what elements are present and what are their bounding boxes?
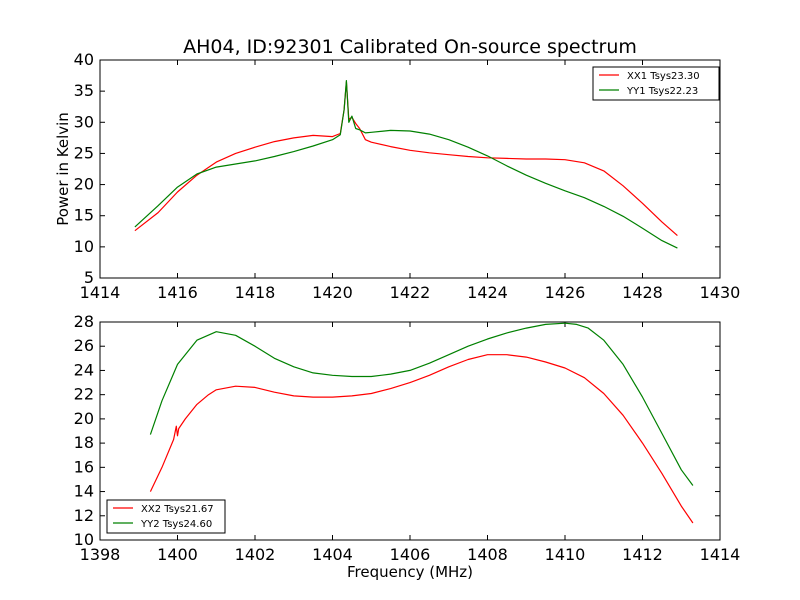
y-tick-label: 25 [74,143,94,162]
x-axis-label: Frequency (MHz) [347,563,473,581]
legend-label: YY1 Tsys22.23 [626,86,698,97]
y-tick-label: 12 [74,506,94,525]
legend-label: XX2 Tsys21.67 [141,504,214,515]
top-panel: 1414 1416 1418 1420 1422 1424 1426 1428 1430 5 10 1… [74,50,741,302]
series-line-1-2 [134,79,678,249]
y-tick-label: 20 [74,175,94,194]
x-tick-label: 1404 [312,545,353,564]
x-tick-label: 1408 [467,545,508,564]
x-tick-label: 1426 [545,283,586,302]
legend: XX2 Tsys21.67 YY2 Tsys24.60 [106,499,226,534]
x-tick-label: 1414 [700,545,741,564]
legend-box [592,66,720,101]
bottom-panel: 1398 1400 1402 1404 1406 1408 1410 1412 1414 10 12… [74,312,741,564]
y-tick-label: 15 [74,206,94,225]
y-tick-label: 22 [74,385,94,404]
x-tick-label: 1414 [80,283,121,302]
y-tick-label: 10 [74,530,94,549]
legend: XX1 Tsys23.30 YY1 Tsys22.23 [592,66,720,101]
x-tick-label: 1412 [622,545,663,564]
x-tick-label: 1428 [622,283,663,302]
y-tick-label: 5 [84,268,94,287]
y-tick-label: 35 [74,81,94,100]
x-tick-label: 1422 [390,283,431,302]
x-tick-label: 1424 [467,283,508,302]
series-line-1-1 [134,81,678,237]
y-tick-label: 14 [74,482,94,501]
y-tick-label: 26 [74,336,94,355]
x-tick-label: 1402 [235,545,276,564]
y-tick-label: 16 [74,457,94,476]
legend-label: XX1 Tsys23.30 [627,71,700,82]
legend-label: YY2 Tsys24.60 [140,519,212,530]
y-tick-label: 20 [74,409,94,428]
y-tick-label: 24 [74,360,94,379]
chart-title: AH04, ID:92301 Calibrated On-source spec… [183,36,637,58]
series-line-2-2 [149,322,694,486]
x-tick-label: 1400 [157,545,198,564]
y-tick-label: 10 [74,237,94,256]
y-tick-label: 30 [74,112,94,131]
x-tick-label: 1416 [157,283,198,302]
y-axis-label: Power in Kelvin [54,112,72,226]
x-tick-label: 1406 [390,545,431,564]
y-tick-label: 40 [74,50,94,69]
legend-box [106,499,226,534]
x-tick-label: 1418 [235,283,276,302]
x-tick-label: 1420 [312,283,353,302]
series-line-2-1 [149,354,694,524]
x-tick-label: 1398 [80,545,121,564]
x-tick-label: 1410 [545,545,586,564]
x-tick-label: 1430 [700,283,741,302]
y-tick-label: 28 [74,312,94,331]
y-tick-label: 18 [74,433,94,452]
